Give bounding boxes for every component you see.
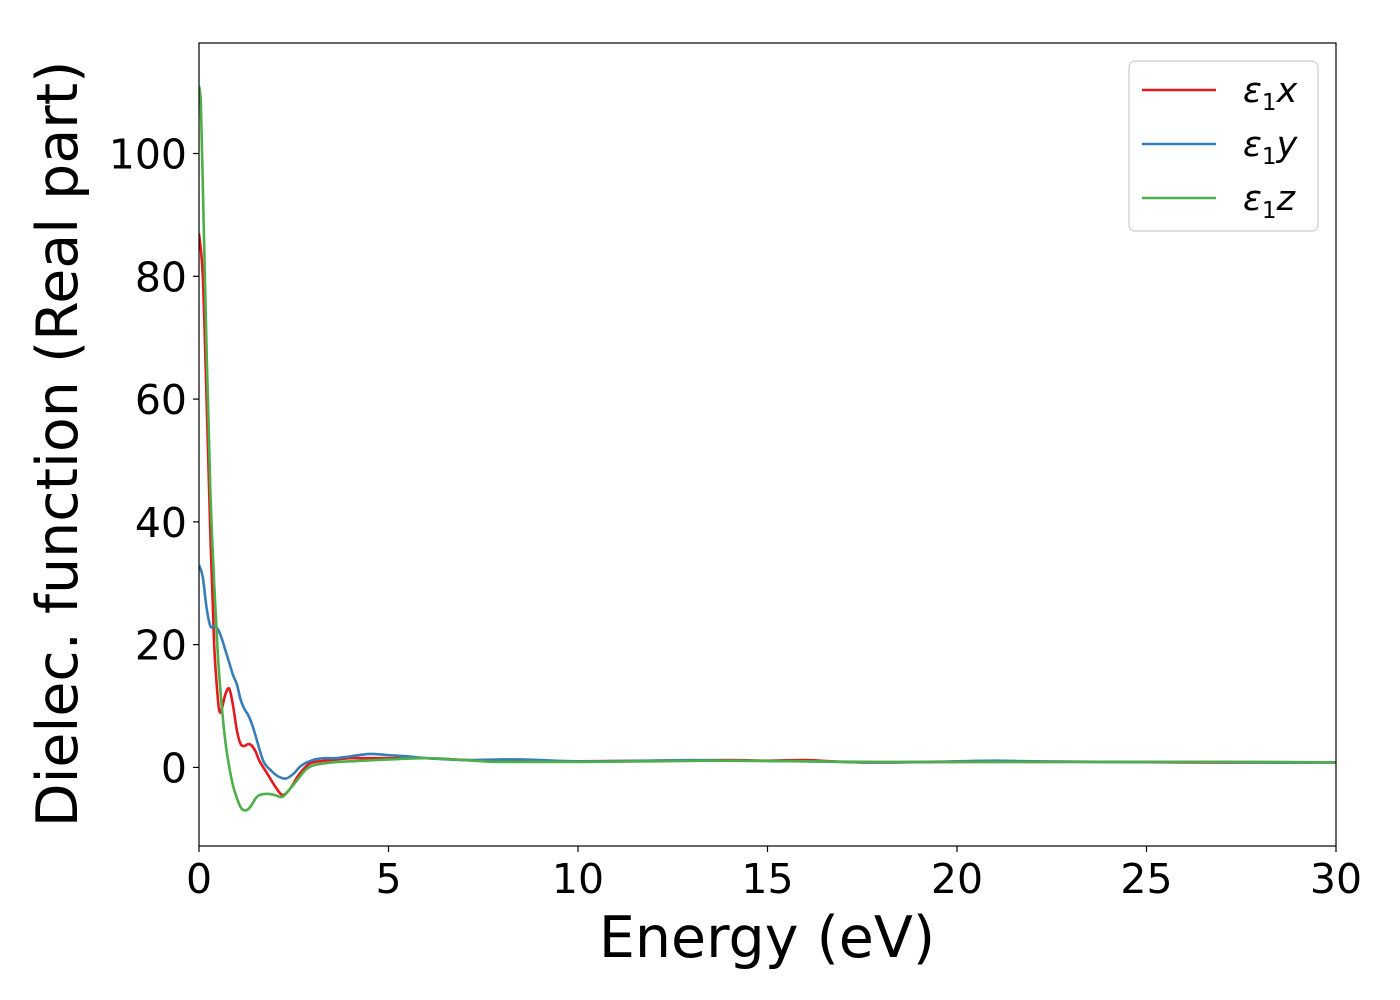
legend-box	[1128, 60, 1319, 232]
series-line-y	[199, 564, 1336, 780]
x-axis-title: Energy (eV)	[599, 905, 935, 971]
x-tick-label: 20	[931, 855, 983, 903]
legend-label-subscript: 1	[1262, 90, 1277, 116]
x-tick-label: 25	[1120, 855, 1172, 903]
x-tick-label: 30	[1310, 855, 1362, 903]
y-tick-label: 20	[135, 622, 187, 670]
y-tick-label: 0	[161, 744, 187, 792]
x-tick-label: 5	[375, 855, 401, 903]
y-tick-label: 60	[135, 376, 187, 424]
legend-label-z: ε1z	[1243, 179, 1296, 224]
legend-label-subscript: 1	[1262, 144, 1277, 170]
y-axis-title: Dielec. function (Real part)	[25, 61, 91, 828]
legend-label-symbol: ε	[1243, 125, 1262, 165]
legend-label-symbol: ε	[1243, 71, 1262, 111]
legend-label-variable: x	[1276, 71, 1298, 111]
legend-label-x: ε1x	[1243, 71, 1298, 116]
legend-label-subscript: 1	[1262, 198, 1277, 224]
series-layer	[199, 85, 1336, 812]
x-tick-label: 15	[741, 855, 793, 903]
y-tick-label: 100	[109, 131, 187, 179]
legend-label-variable: z	[1276, 179, 1296, 219]
x-tick-label: 10	[552, 855, 604, 903]
x-axis-ticks: 0 5 10 15 20 25 30	[186, 846, 1362, 903]
legend-label-symbol: ε	[1243, 179, 1262, 219]
legend-label-y: ε1y	[1243, 125, 1299, 170]
y-axis-ticks: 0 20 40 60 80 100	[109, 131, 199, 792]
series-line-z	[199, 85, 1336, 812]
x-tick-label: 0	[186, 855, 212, 903]
legend-label-variable: y	[1276, 125, 1299, 165]
series-line-x	[199, 233, 1336, 797]
y-tick-label: 80	[135, 253, 187, 301]
y-tick-label: 40	[135, 499, 187, 547]
